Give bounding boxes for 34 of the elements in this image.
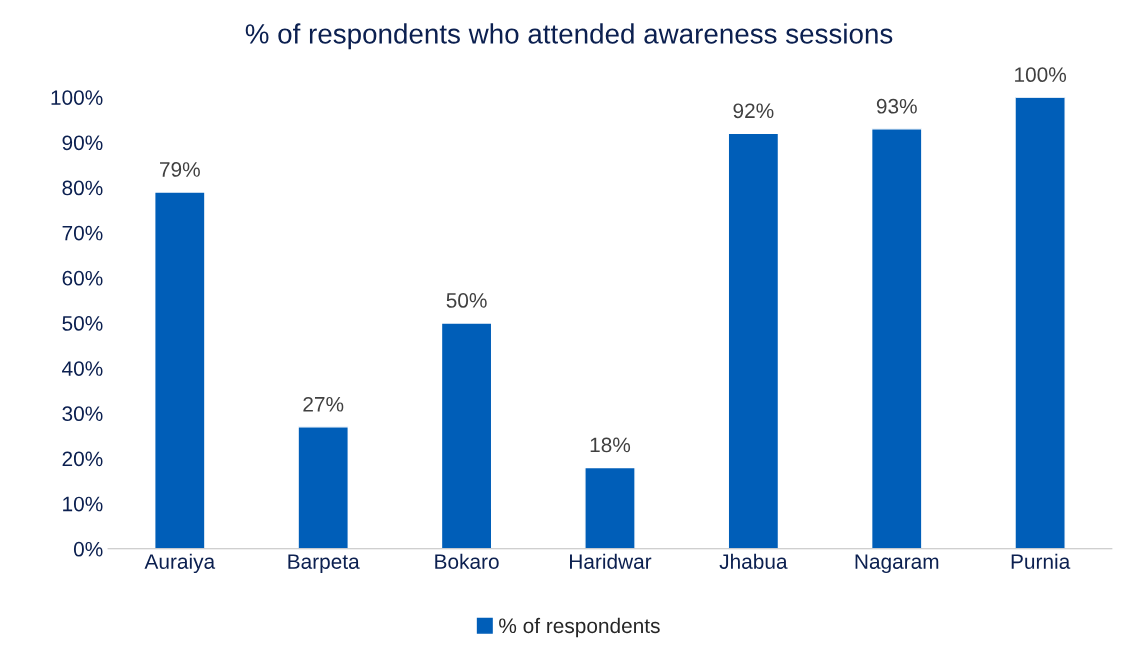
- data-label: 92%: [733, 103, 774, 119]
- y-tick-label: 0%: [73, 541, 103, 557]
- bar: [1014, 97, 1066, 549]
- y-tick-label: 50%: [62, 316, 103, 331]
- data-label: 79%: [160, 162, 200, 177]
- y-tick-label: 10%: [63, 496, 103, 512]
- x-tick-label: Nagaram: [855, 554, 939, 574]
- bar: [440, 322, 493, 549]
- x-tick-label: Barpeta: [288, 554, 360, 574]
- chart-title: % of respondents who attended awareness sessions: [245, 23, 893, 50]
- data-label: 50%: [446, 293, 487, 308]
- legend-label: % of respondents: [499, 617, 660, 638]
- y-tick-label: 80%: [62, 180, 103, 196]
- bar: [297, 426, 349, 549]
- data-label: 100%: [1015, 67, 1067, 83]
- x-tick-label: Auraiya: [144, 553, 216, 574]
- data-label: 93%: [876, 98, 917, 114]
- data-label: 27%: [303, 396, 344, 412]
- y-tick-label: 70%: [62, 225, 103, 241]
- bar: [727, 132, 780, 549]
- bar: [154, 191, 206, 549]
- x-tick-label: Haridwar: [570, 553, 652, 569]
- y-tick-label: 20%: [62, 451, 103, 467]
- y-tick-label: 100%: [51, 90, 103, 105]
- y-tick-label: 40%: [62, 361, 103, 376]
- x-tick-label: Jhabua: [719, 553, 788, 569]
- x-tick-label: Bokaro: [435, 553, 499, 569]
- bar: [584, 466, 636, 549]
- y-tick-label: 60%: [62, 270, 103, 286]
- y-tick-label: 90%: [62, 135, 103, 151]
- x-tick-label: Purnia: [1011, 553, 1071, 569]
- bar: [870, 128, 923, 549]
- data-label: 18%: [590, 437, 631, 453]
- y-tick-label: 30%: [62, 406, 103, 422]
